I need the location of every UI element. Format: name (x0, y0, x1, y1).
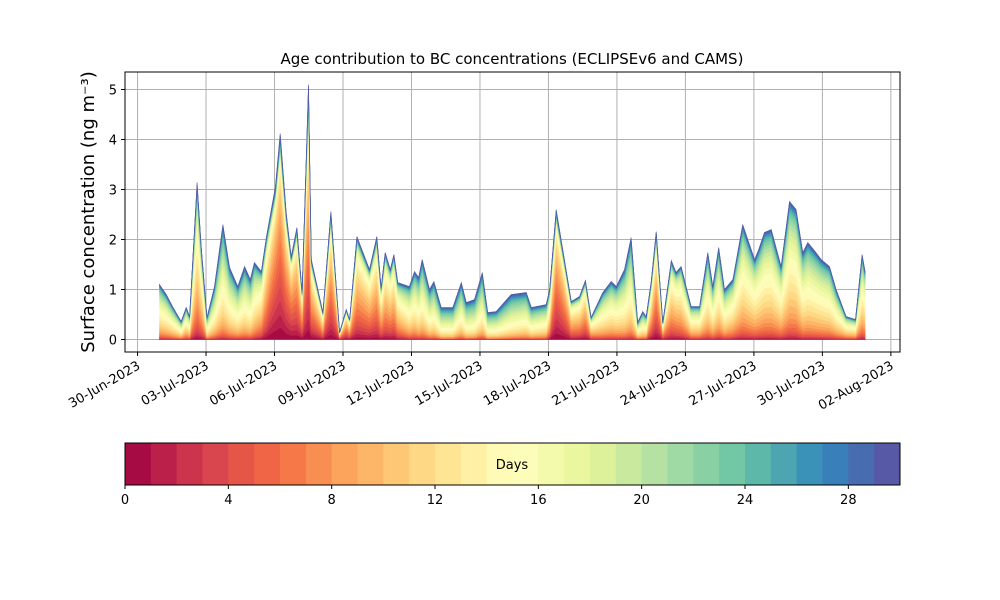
colorbar-swatch (228, 443, 255, 485)
colorbar-swatch (486, 443, 513, 485)
colorbar-swatch (667, 443, 694, 485)
x-tick-label: 18-Jul-2023 (481, 359, 554, 410)
colorbar-swatch (435, 443, 462, 485)
x-tick-label: 24-Jul-2023 (618, 359, 691, 410)
chart-title: Age contribution to BC concentrations (E… (281, 50, 744, 68)
colorbar-swatch (176, 443, 203, 485)
y-axis-label: Surface concentration (ng m⁻³) (78, 71, 99, 353)
colorbar-swatch (590, 443, 617, 485)
colorbar-swatch (357, 443, 384, 485)
colorbar-swatch (150, 443, 178, 485)
colorbar-swatch (822, 443, 849, 485)
colorbar-swatch (409, 443, 436, 485)
x-tick-label: 09-Jul-2023 (276, 359, 349, 410)
y-tick-label: 5 (109, 84, 117, 99)
colorbar-swatch (538, 443, 565, 485)
colorbar-swatch (280, 443, 307, 485)
y-axis: 0 1 2 3 4 5 (109, 84, 125, 349)
x-tick-label: 12-Jul-2023 (344, 359, 417, 410)
colorbar-swatch (796, 443, 823, 485)
colorbar-swatch (305, 443, 333, 485)
colorbar-swatch (693, 443, 720, 485)
colorbar-swatch (745, 443, 772, 485)
colorbar-frame (124, 442, 901, 486)
x-tick-label: 02-Aug-2023 (816, 359, 896, 414)
x-tick-label: 27-Jul-2023 (687, 359, 760, 410)
colorbar-swatch (874, 443, 901, 485)
colorbar-label: Days (496, 458, 529, 473)
colorbar-swatch (512, 443, 539, 485)
colorbar-tick-label: 16 (530, 493, 547, 508)
age-layer-29 (159, 84, 866, 333)
x-tick-label: 30-Jun-2023 (66, 359, 143, 412)
x-axis: 30-Jun-202303-Jul-202306-Jul-202309-Jul-… (66, 352, 896, 414)
colorbar-tick-label: 24 (737, 493, 754, 508)
colorbar-swatch (848, 443, 875, 485)
y-tick-label: 0 (109, 334, 117, 349)
colorbar-swatch (460, 443, 488, 485)
x-tick-label: 06-Jul-2023 (207, 359, 280, 410)
colorbar-swatch (125, 443, 152, 485)
colorbar-tick-label: 12 (427, 493, 444, 508)
colorbar-swatch (641, 443, 668, 485)
y-tick-label: 4 (109, 134, 117, 149)
x-tick-label: 15-Jul-2023 (413, 359, 486, 410)
colorbar-tick-label: 0 (121, 493, 129, 508)
colorbar-swatch (202, 443, 229, 485)
colorbar-swatch (770, 443, 798, 485)
colorbar-tick-label: 8 (328, 493, 336, 508)
colorbar-swatch (254, 443, 281, 485)
y-tick-label: 3 (109, 184, 117, 199)
colorbar: 0 4 8 12 16 20 24 28 (121, 442, 901, 508)
y-tick-label: 2 (109, 234, 117, 249)
colorbar-tick-label: 4 (224, 493, 232, 508)
colorbar-swatch (383, 443, 410, 485)
colorbar-swatch (564, 443, 591, 485)
colorbar-swatch (719, 443, 746, 485)
colorbar-tick-label: 28 (840, 493, 857, 508)
x-tick-label: 03-Jul-2023 (139, 359, 212, 410)
y-tick-label: 1 (109, 284, 117, 299)
x-tick-label: 21-Jul-2023 (550, 359, 623, 410)
colorbar-tick-label: 20 (633, 493, 650, 508)
stacked-areas (159, 84, 866, 340)
plot-frame (124, 71, 901, 353)
colorbar-swatch (615, 443, 643, 485)
colorbar-swatch (331, 443, 358, 485)
